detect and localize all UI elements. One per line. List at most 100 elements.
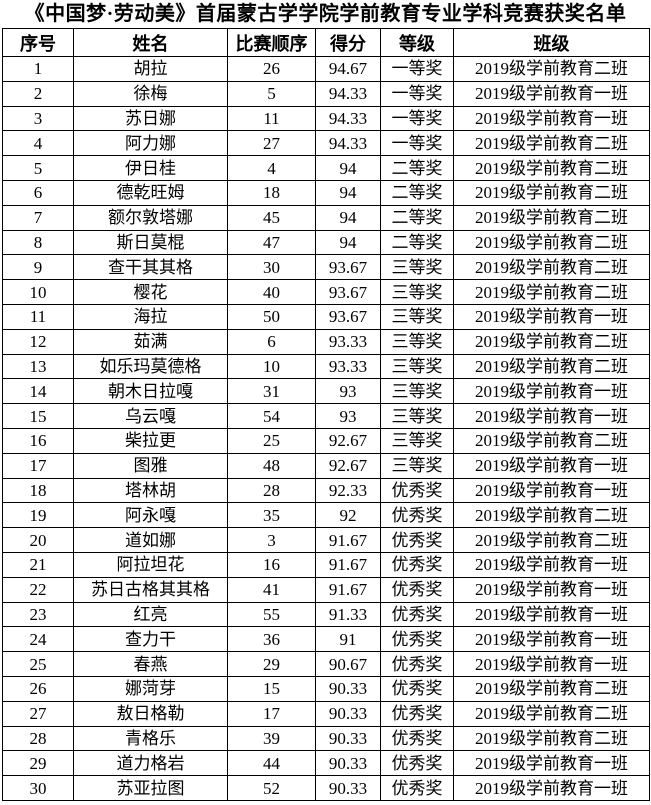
table-row: 27 敖日格勒 17 90.33 优秀奖 2019级学前教育二班 xyxy=(2,700,650,727)
column-header-name: 姓名 xyxy=(73,28,228,57)
cell-order: 15 xyxy=(227,675,316,702)
cell-grade: 三等奖 xyxy=(380,403,454,429)
cell-index: 16 xyxy=(2,427,74,454)
cell-index: 27 xyxy=(2,700,74,727)
cell-order: 26 xyxy=(227,56,316,82)
cell-index: 17 xyxy=(2,452,74,479)
cell-index: 14 xyxy=(2,378,74,405)
cell-name: 塔林胡 xyxy=(73,477,228,504)
cell-grade: 二等奖 xyxy=(380,229,454,256)
cell-index: 6 xyxy=(2,179,74,206)
table-row: 3 苏日娜 11 94.33 一等奖 2019级学前教育一班 xyxy=(2,105,650,132)
cell-name: 敖日格勒 xyxy=(73,700,228,727)
award-table: 序号 姓名 比赛顺序 得分 等级 班级 1 胡拉 26 94.67 一等奖 2019级学前… xyxy=(2,28,650,801)
cell-score: 92.67 xyxy=(315,452,381,479)
cell-order: 18 xyxy=(227,179,316,206)
cell-class: 2019级学前教育二班 xyxy=(453,527,650,553)
cell-class: 2019级学前教育二班 xyxy=(453,229,650,256)
cell-score: 90.67 xyxy=(315,651,381,677)
cell-score: 92.33 xyxy=(315,477,381,504)
table-row: 21 阿拉坦花 16 91.67 优秀奖 2019级学前教育一班 xyxy=(2,551,650,578)
cell-name: 图雅 xyxy=(73,452,228,479)
cell-grade: 优秀奖 xyxy=(380,527,454,553)
cell-score: 92.67 xyxy=(315,427,381,454)
cell-class: 2019级学前教育二班 xyxy=(453,279,650,305)
cell-class: 2019级学前教育一班 xyxy=(453,303,650,330)
cell-grade: 二等奖 xyxy=(380,179,454,206)
column-header-index: 序号 xyxy=(2,28,74,57)
cell-index: 20 xyxy=(2,527,74,553)
cell-class: 2019级学前教育一班 xyxy=(453,601,650,628)
cell-class: 2019级学前教育二班 xyxy=(453,328,650,355)
cell-class: 2019级学前教育二班 xyxy=(453,56,650,82)
cell-class: 2019级学前教育一班 xyxy=(453,452,650,479)
cell-grade: 二等奖 xyxy=(380,155,454,181)
cell-order: 40 xyxy=(227,279,316,305)
cell-grade: 优秀奖 xyxy=(380,551,454,578)
table-row: 17 图雅 48 92.67 三等奖 2019级学前教育一班 xyxy=(2,452,650,479)
table-row: 15 乌云嘎 54 93 三等奖 2019级学前教育一班 xyxy=(2,403,650,429)
cell-grade: 优秀奖 xyxy=(380,675,454,702)
cell-score: 94.67 xyxy=(315,56,381,82)
cell-name: 娜菏芽 xyxy=(73,675,228,702)
cell-index: 10 xyxy=(2,279,74,305)
cell-score: 92 xyxy=(315,502,381,529)
cell-class: 2019级学前教育一班 xyxy=(453,651,650,677)
cell-score: 93.33 xyxy=(315,353,381,380)
cell-score: 91.33 xyxy=(315,601,381,628)
cell-order: 35 xyxy=(227,502,316,529)
cell-index: 23 xyxy=(2,601,74,628)
cell-order: 10 xyxy=(227,353,316,380)
cell-order: 31 xyxy=(227,378,316,405)
cell-score: 90.33 xyxy=(315,725,381,752)
table-row: 23 红亮 55 91.33 优秀奖 2019级学前教育一班 xyxy=(2,601,650,628)
column-header-grade: 等级 xyxy=(380,28,454,57)
table-row: 30 苏亚拉图 52 90.33 优秀奖 2019级学前教育一班 xyxy=(2,775,650,801)
column-header-order: 比赛顺序 xyxy=(227,28,316,57)
cell-class: 2019级学前教育二班 xyxy=(453,130,650,157)
cell-name: 查干其其格 xyxy=(73,254,228,281)
cell-order: 39 xyxy=(227,725,316,752)
cell-score: 94.33 xyxy=(315,105,381,132)
column-header-score: 得分 xyxy=(315,28,381,57)
cell-order: 28 xyxy=(227,477,316,504)
table-row: 2 徐梅 5 94.33 一等奖 2019级学前教育一班 xyxy=(2,80,650,107)
cell-score: 94.33 xyxy=(315,130,381,157)
table-row: 9 查干其其格 30 93.67 三等奖 2019级学前教育二班 xyxy=(2,254,650,281)
cell-order: 47 xyxy=(227,229,316,256)
cell-name: 徐梅 xyxy=(73,80,228,107)
table-row: 24 查力干 36 91 优秀奖 2019级学前教育一班 xyxy=(2,626,650,653)
cell-class: 2019级学前教育一班 xyxy=(453,576,650,603)
cell-score: 93.67 xyxy=(315,279,381,305)
page-title: 《中国梦·劳动美》首届蒙古学学院学前教育专业学科竞赛获奖名单 xyxy=(24,3,627,25)
cell-order: 54 xyxy=(227,403,316,429)
cell-index: 30 xyxy=(2,775,74,801)
table-body: 1 胡拉 26 94.67 一等奖 2019级学前教育二班 2 徐梅 5 94.33 一等奖 2019… xyxy=(2,56,650,801)
cell-grade: 一等奖 xyxy=(380,80,454,107)
table-row: 19 阿永嘎 35 92 优秀奖 2019级学前教育二班 xyxy=(2,502,650,529)
cell-class: 2019级学前教育二班 xyxy=(453,179,650,206)
cell-class: 2019级学前教育一班 xyxy=(453,477,650,504)
table-row: 4 阿力娜 27 94.33 一等奖 2019级学前教育二班 xyxy=(2,130,650,157)
cell-grade: 三等奖 xyxy=(380,378,454,405)
table-row: 28 青格乐 39 90.33 优秀奖 2019级学前教育二班 xyxy=(2,725,650,752)
cell-grade: 三等奖 xyxy=(380,303,454,330)
cell-score: 93.67 xyxy=(315,254,381,281)
table-row: 6 德乾旺姆 18 94 二等奖 2019级学前教育二班 xyxy=(2,179,650,206)
cell-score: 90.33 xyxy=(315,775,381,801)
cell-class: 2019级学前教育二班 xyxy=(453,254,650,281)
cell-class: 2019级学前教育一班 xyxy=(453,378,650,405)
cell-class: 2019级学前教育二班 xyxy=(453,700,650,727)
cell-index: 21 xyxy=(2,551,74,578)
cell-name: 阿永嘎 xyxy=(73,502,228,529)
cell-class: 2019级学前教育二班 xyxy=(453,675,650,702)
cell-index: 29 xyxy=(2,750,74,777)
cell-grade: 二等奖 xyxy=(380,204,454,231)
cell-class: 2019级学前教育二班 xyxy=(453,155,650,181)
cell-class: 2019级学前教育一班 xyxy=(453,551,650,578)
table-row: 20 道如娜 3 91.67 优秀奖 2019级学前教育二班 xyxy=(2,527,650,553)
cell-name: 苏亚拉图 xyxy=(73,775,228,801)
cell-class: 2019级学前教育一班 xyxy=(453,403,650,429)
cell-name: 伊日桂 xyxy=(73,155,228,181)
